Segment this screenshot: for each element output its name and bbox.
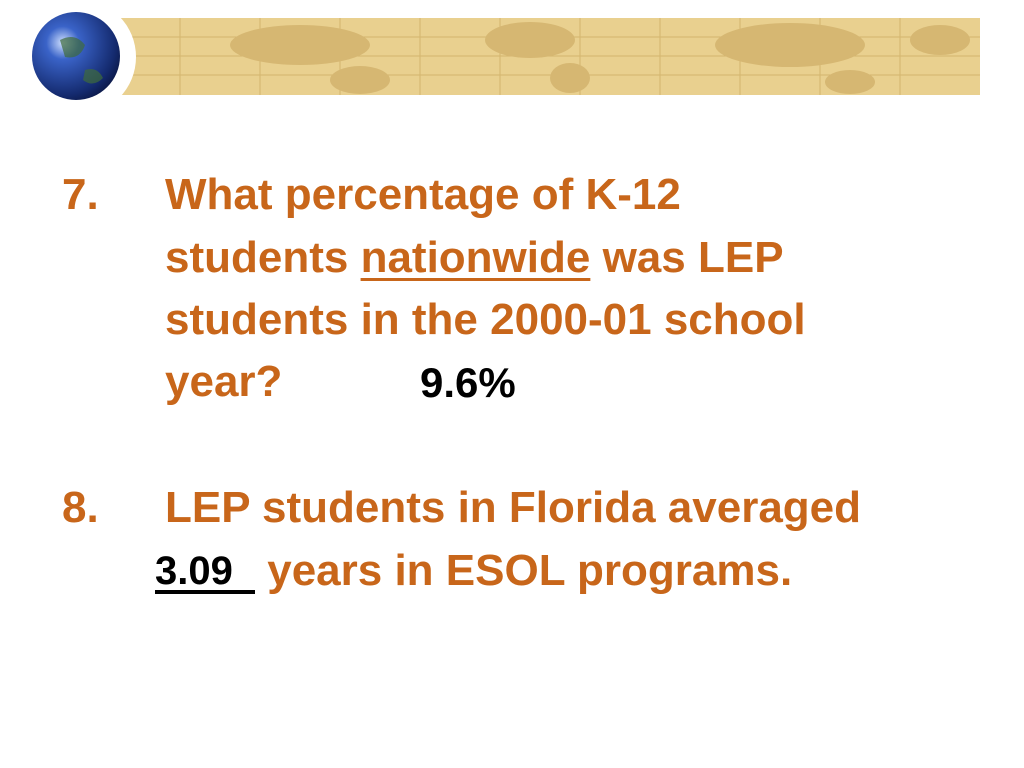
emphasis: nationwide [360,233,591,282]
answer-blank [155,590,255,594]
question-text: students nationwide was LEP [165,236,784,280]
question-number: 7. [62,170,99,219]
question-text: LEP students in Florida averaged [165,483,862,532]
answer: 3.09 [155,549,233,593]
question-text: students in the 2000-01 school [165,295,806,344]
map-continents [230,22,970,94]
globe-land [60,36,103,84]
question-text: year? [165,357,283,406]
answer: 9.6% [420,359,516,406]
question-number: 8. [62,483,99,532]
text-run: was LEP [590,233,784,282]
question-text: What percentage of K-12 [165,170,681,219]
text-run: students [165,233,361,282]
question-text: years in ESOL programs. [255,546,793,595]
header-banner [20,0,980,110]
